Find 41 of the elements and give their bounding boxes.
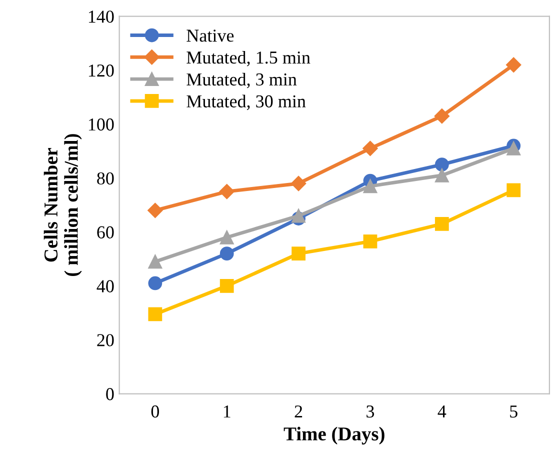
point bbox=[434, 108, 450, 124]
x-tick-label: 2 bbox=[294, 405, 302, 418]
x-tick-label: 5 bbox=[510, 406, 518, 418]
point bbox=[148, 307, 162, 322]
y-tick-label: 140 bbox=[88, 10, 114, 23]
point bbox=[220, 230, 234, 244]
y-tick-label: 0 bbox=[106, 388, 114, 400]
point bbox=[363, 234, 378, 248]
point bbox=[506, 183, 521, 198]
legend-label: Native bbox=[186, 30, 234, 42]
y-tick-label: 120 bbox=[88, 64, 114, 77]
point bbox=[292, 208, 306, 223]
point bbox=[434, 168, 449, 182]
point bbox=[148, 202, 163, 218]
point bbox=[220, 278, 234, 293]
x-tick-label: 4 bbox=[438, 406, 446, 418]
y-tick-label: 40 bbox=[96, 280, 114, 292]
point bbox=[363, 179, 378, 194]
point bbox=[219, 184, 234, 200]
x-tick-label: 0 bbox=[151, 405, 159, 418]
x-axis-title: Time (Days) bbox=[284, 426, 384, 444]
y-axis-title: Cells Number ( million cells/ml) bbox=[44, 134, 82, 276]
point bbox=[148, 254, 162, 269]
point bbox=[290, 176, 306, 192]
point bbox=[220, 246, 234, 261]
x-tick-label: 3 bbox=[366, 405, 374, 418]
legend-label: Mutated, 3 min bbox=[186, 72, 297, 88]
y-tick-label: 100 bbox=[88, 118, 114, 131]
legend-label: Mutated, 1.5 min bbox=[186, 50, 310, 66]
x-tick-label: 1 bbox=[224, 405, 230, 418]
point bbox=[506, 57, 522, 72]
point bbox=[434, 216, 449, 231]
y-tick-label: 80 bbox=[97, 172, 114, 185]
y-tick-label: 60 bbox=[97, 226, 114, 238]
point bbox=[506, 141, 521, 156]
point bbox=[148, 276, 162, 290]
point bbox=[292, 246, 306, 261]
y-tick-label: 20 bbox=[97, 334, 114, 346]
point bbox=[434, 158, 449, 172]
point bbox=[362, 140, 378, 156]
legend-label: Mutated, 30 min bbox=[186, 94, 306, 110]
